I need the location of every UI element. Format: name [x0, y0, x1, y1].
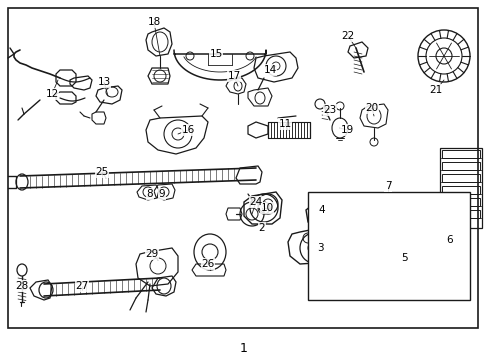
Text: 19: 19: [340, 125, 353, 135]
Text: 4: 4: [318, 205, 325, 215]
Text: 9: 9: [159, 189, 165, 199]
Text: 15: 15: [209, 49, 222, 59]
Text: 25: 25: [95, 167, 108, 177]
Text: 14: 14: [263, 65, 276, 75]
Text: 11: 11: [278, 119, 291, 129]
Bar: [441, 198, 479, 206]
Text: 3: 3: [316, 243, 323, 253]
Text: 13: 13: [97, 77, 110, 87]
Text: 12: 12: [45, 89, 59, 99]
Bar: [441, 162, 479, 170]
Text: 2: 2: [258, 223, 265, 233]
Text: 10: 10: [260, 203, 273, 213]
Bar: [307, 192, 469, 300]
Text: 20: 20: [365, 103, 378, 113]
Text: 23: 23: [323, 105, 336, 115]
Text: 17: 17: [227, 71, 240, 81]
Text: 5: 5: [400, 253, 407, 263]
Text: 28: 28: [15, 281, 29, 291]
Text: 24: 24: [249, 197, 262, 207]
Bar: [441, 186, 479, 194]
Text: 18: 18: [147, 17, 160, 27]
Text: 26: 26: [201, 259, 214, 269]
Bar: [439, 148, 481, 228]
Bar: [8, 8, 477, 328]
Text: 6: 6: [446, 235, 452, 245]
Text: 21: 21: [428, 85, 442, 95]
Text: 1: 1: [240, 342, 247, 355]
Text: 29: 29: [145, 249, 158, 259]
Text: 22: 22: [341, 31, 354, 41]
Text: 27: 27: [75, 281, 88, 291]
Text: 16: 16: [181, 125, 194, 135]
Bar: [441, 174, 479, 182]
Text: 7: 7: [384, 181, 390, 191]
Text: 8: 8: [146, 189, 153, 199]
Bar: [441, 210, 479, 218]
Bar: [441, 150, 479, 158]
